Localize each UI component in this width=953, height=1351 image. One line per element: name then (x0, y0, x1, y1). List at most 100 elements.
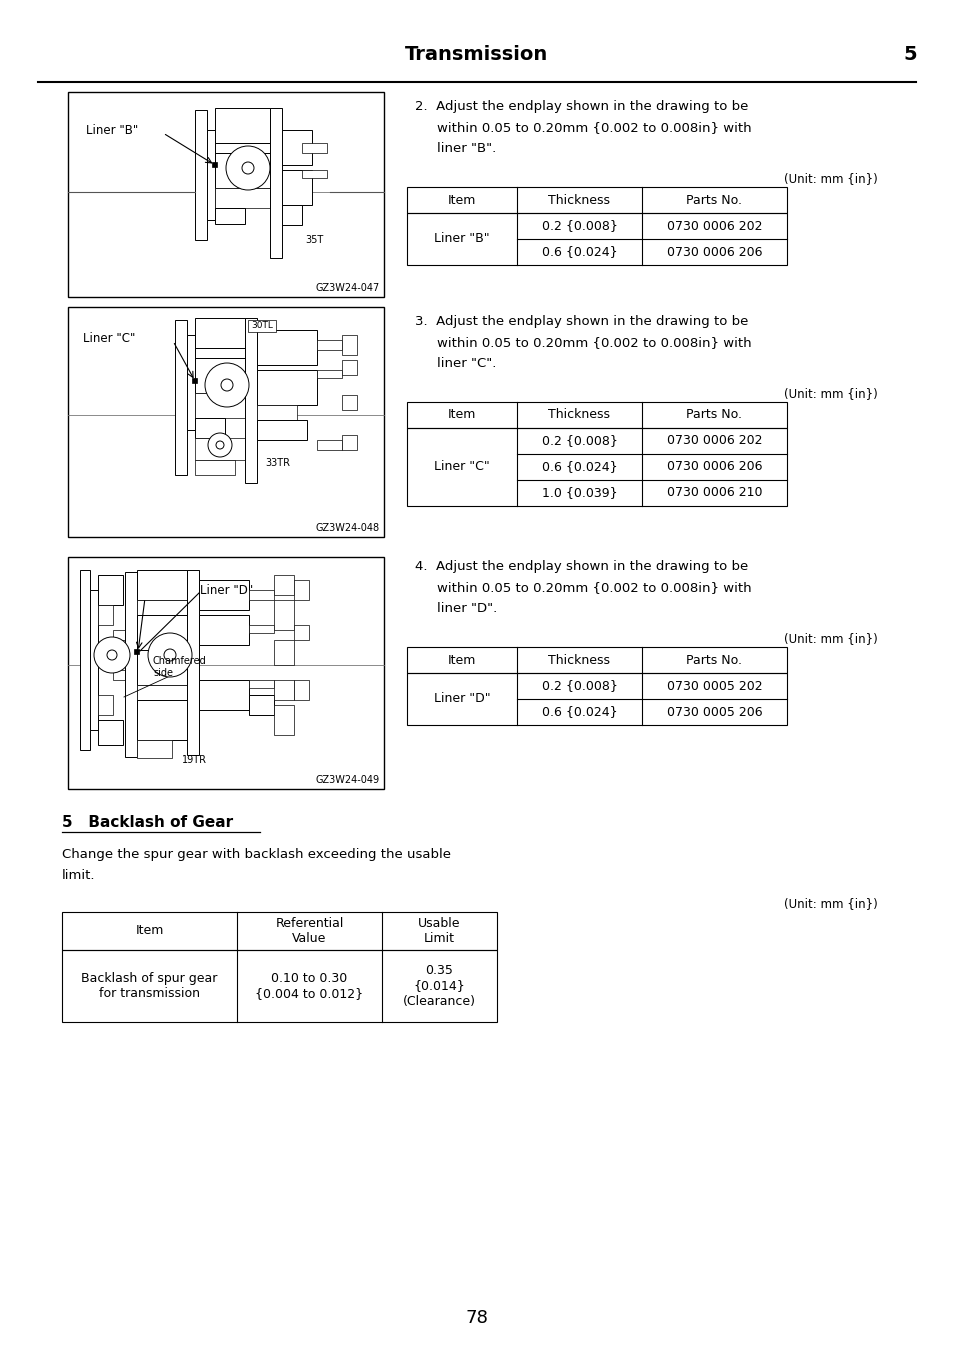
Bar (98, 576, 123, 605)
Bar (274, 680, 294, 700)
Bar (214, 188, 270, 208)
Bar (214, 108, 270, 143)
Bar (174, 320, 187, 476)
Text: 0730 0005 202: 0730 0005 202 (666, 680, 761, 693)
Bar (112, 630, 125, 640)
Text: Liner "C": Liner "C" (434, 461, 489, 473)
Text: 0.35
{0.014}
(Clearance): 0.35 {0.014} (Clearance) (402, 965, 476, 1008)
Text: 5   Backlash of Gear: 5 Backlash of Gear (62, 815, 233, 830)
Text: liner "C".: liner "C". (436, 357, 496, 370)
Text: liner "D".: liner "D". (436, 603, 497, 615)
Bar (256, 420, 307, 440)
Bar (407, 403, 786, 428)
Text: Chamfered
side: Chamfered side (152, 657, 207, 678)
Bar (194, 109, 207, 240)
Bar (194, 438, 245, 459)
Text: GZ3W24-047: GZ3W24-047 (315, 282, 379, 293)
Bar (294, 626, 309, 640)
Text: 35T: 35T (305, 235, 323, 245)
Bar (282, 170, 312, 205)
Text: Liner "D": Liner "D" (200, 584, 253, 597)
Bar (199, 680, 249, 711)
Bar (194, 417, 225, 438)
Text: 5: 5 (902, 46, 916, 65)
Text: 0.2 {0.008}: 0.2 {0.008} (541, 680, 617, 693)
Text: 0730 0006 202: 0730 0006 202 (666, 219, 761, 232)
Text: Liner "D": Liner "D" (434, 693, 490, 705)
Bar (187, 570, 199, 755)
Text: Change the spur gear with backlash exceeding the usable: Change the spur gear with backlash excee… (62, 848, 451, 861)
Text: Liner "B": Liner "B" (86, 123, 138, 136)
Bar (112, 670, 125, 680)
Bar (133, 648, 139, 654)
Bar (207, 130, 214, 220)
Bar (98, 720, 123, 744)
Text: 4.  Adjust the endplay shown in the drawing to be: 4. Adjust the endplay shown in the drawi… (415, 561, 747, 573)
Text: limit.: limit. (62, 869, 95, 882)
Bar (194, 393, 245, 417)
Bar (407, 186, 786, 213)
Circle shape (94, 638, 130, 673)
Bar (90, 590, 98, 730)
Text: Item: Item (135, 924, 164, 938)
Text: 30TL: 30TL (251, 322, 273, 331)
Bar (80, 570, 90, 750)
Circle shape (107, 650, 117, 661)
Bar (341, 435, 356, 450)
Text: 78: 78 (465, 1309, 488, 1327)
Bar (137, 740, 172, 758)
Bar (407, 213, 786, 265)
Text: Parts No.: Parts No. (686, 408, 741, 422)
Bar (137, 615, 187, 650)
Bar (274, 600, 294, 630)
Text: GZ3W24-049: GZ3W24-049 (315, 775, 379, 785)
Text: 0.6 {0.024}: 0.6 {0.024} (541, 461, 617, 473)
Bar (62, 912, 497, 950)
Bar (282, 205, 302, 226)
Bar (68, 92, 384, 297)
Bar (137, 570, 187, 600)
Text: 0.10 to 0.30
{0.004 to 0.012}: 0.10 to 0.30 {0.004 to 0.012} (255, 971, 363, 1000)
Text: Usable
Limit: Usable Limit (417, 917, 460, 944)
Bar (98, 605, 112, 626)
Bar (274, 576, 294, 594)
Circle shape (208, 434, 232, 457)
Circle shape (221, 380, 233, 390)
Text: Item: Item (447, 408, 476, 422)
Text: within 0.05 to 0.20mm {0.002 to 0.008in} with: within 0.05 to 0.20mm {0.002 to 0.008in}… (436, 336, 751, 349)
Text: Liner "B": Liner "B" (434, 232, 489, 246)
Text: 2.  Adjust the endplay shown in the drawing to be: 2. Adjust the endplay shown in the drawi… (415, 100, 747, 113)
Bar (256, 370, 316, 405)
Bar (68, 557, 384, 789)
Bar (68, 307, 384, 536)
Text: Thickness: Thickness (548, 654, 610, 666)
Text: 0.6 {0.024}: 0.6 {0.024} (541, 705, 617, 719)
Circle shape (226, 146, 270, 190)
Bar (341, 335, 356, 355)
Bar (62, 950, 497, 1021)
Bar (407, 673, 786, 725)
Bar (274, 705, 294, 735)
Bar (248, 320, 275, 332)
Text: Referential
Value: Referential Value (275, 917, 343, 944)
Bar (199, 580, 249, 611)
Bar (214, 143, 270, 153)
Text: 0730 0006 202: 0730 0006 202 (666, 435, 761, 447)
Bar (294, 580, 309, 600)
Circle shape (205, 363, 249, 407)
Text: (Unit: mm {in}): (Unit: mm {in}) (783, 386, 877, 400)
Circle shape (215, 440, 224, 449)
Text: 0730 0006 206: 0730 0006 206 (666, 461, 761, 473)
Text: 1.0 {0.039}: 1.0 {0.039} (541, 486, 617, 500)
Text: (Unit: mm {in}): (Unit: mm {in}) (783, 172, 877, 185)
Text: 33TR: 33TR (265, 458, 290, 467)
Bar (256, 405, 296, 420)
Text: Transmission: Transmission (405, 46, 548, 65)
Text: Item: Item (447, 193, 476, 207)
Text: 19TR: 19TR (182, 755, 207, 765)
Bar (256, 330, 316, 365)
Bar (137, 600, 187, 615)
Bar (137, 700, 187, 740)
Text: (Unit: mm {in}): (Unit: mm {in}) (783, 897, 877, 911)
Text: 0730 0006 206: 0730 0006 206 (666, 246, 761, 258)
